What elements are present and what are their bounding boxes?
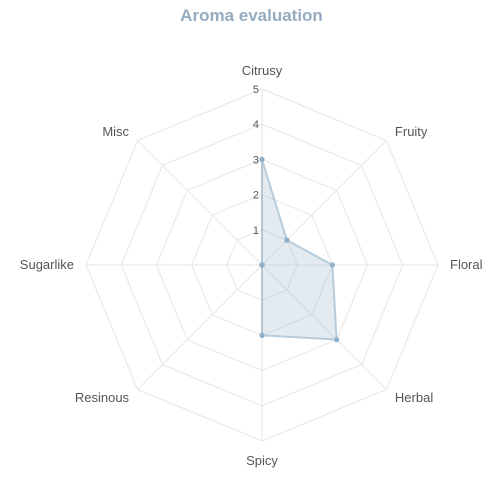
- series-layer: [259, 156, 340, 343]
- axis-label-misc: Misc: [102, 124, 129, 139]
- axis-label-herbal: Herbal: [395, 390, 433, 405]
- axis-label-sugarlike: Sugarlike: [20, 257, 74, 272]
- data-point-floral: [329, 262, 335, 268]
- spoke-1: [261, 140, 387, 266]
- data-point-misc: [259, 262, 265, 268]
- axis-label-resinous: Resinous: [75, 390, 130, 405]
- tick-label-2: 2: [253, 190, 259, 202]
- axis-label-spicy: Spicy: [246, 453, 278, 468]
- spoke-7: [137, 140, 263, 266]
- axis-label-citrusy: Citrusy: [242, 63, 283, 78]
- tick-label-1: 1: [253, 225, 259, 237]
- grid: [85, 88, 439, 442]
- data-point-herbal: [334, 337, 340, 343]
- spoke-3: [261, 264, 387, 390]
- tick-label-5: 5: [253, 84, 259, 96]
- spoke-5: [137, 264, 263, 390]
- axis-label-floral: Floral: [450, 257, 483, 272]
- data-point-spicy: [259, 332, 265, 338]
- axis-label-fruity: Fruity: [395, 124, 428, 139]
- chart-title: Aroma evaluation: [180, 6, 323, 25]
- tick-label-3: 3: [253, 154, 259, 166]
- data-point-fruity: [284, 237, 290, 243]
- tick-label-4: 4: [253, 119, 259, 131]
- labels: 1 2 3 4 5 Citrusy Fruity Floral Herbal Spicy Resin…: [20, 63, 483, 468]
- data-point-citrusy: [259, 156, 265, 162]
